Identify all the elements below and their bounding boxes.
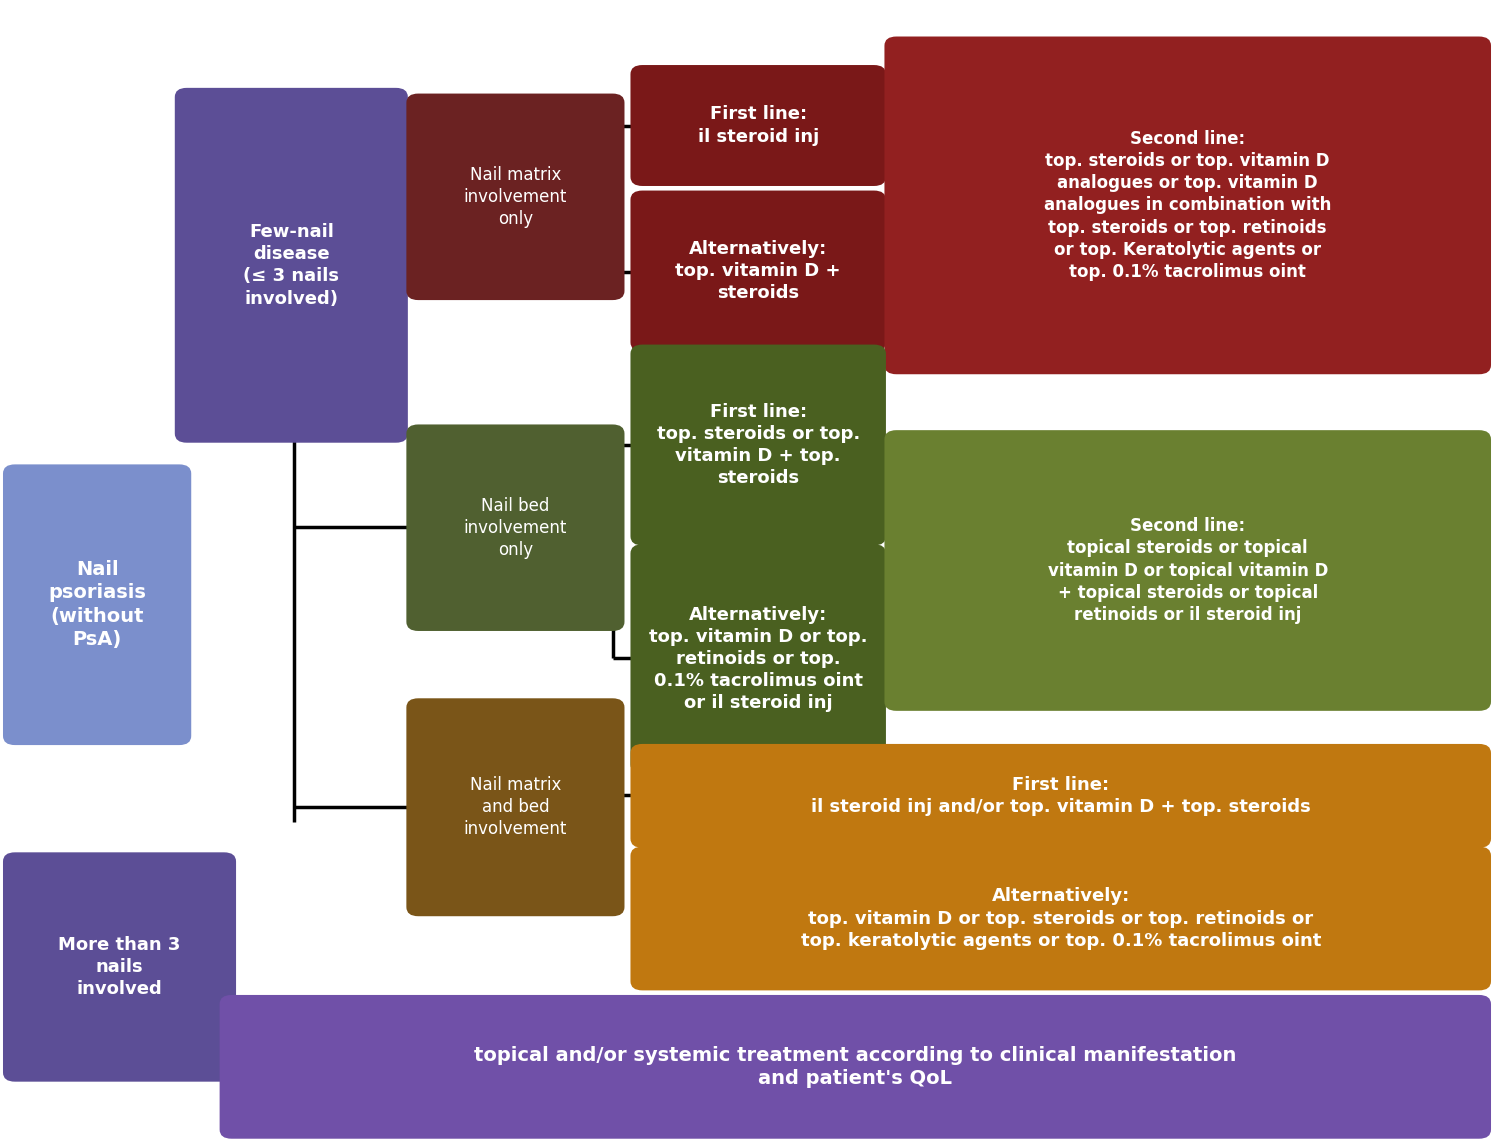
FancyBboxPatch shape xyxy=(630,847,1491,990)
FancyBboxPatch shape xyxy=(630,191,886,351)
FancyBboxPatch shape xyxy=(3,852,236,1082)
FancyBboxPatch shape xyxy=(884,430,1491,711)
Text: More than 3
nails
involved: More than 3 nails involved xyxy=(58,936,181,998)
FancyBboxPatch shape xyxy=(406,698,624,916)
FancyBboxPatch shape xyxy=(3,464,191,745)
Text: Second line:
top. steroids or top. vitamin D
analogues or top. vitamin D
analogu: Second line: top. steroids or top. vitam… xyxy=(1044,130,1331,281)
FancyBboxPatch shape xyxy=(630,65,886,186)
FancyBboxPatch shape xyxy=(406,424,624,631)
FancyBboxPatch shape xyxy=(220,995,1491,1139)
Text: Alternatively:
top. vitamin D or top.
retinoids or top.
0.1% tacrolimus oint
or : Alternatively: top. vitamin D or top. re… xyxy=(648,606,868,712)
Text: Nail matrix
and bed
involvement: Nail matrix and bed involvement xyxy=(463,776,568,839)
Text: First line:
il steroid inj: First line: il steroid inj xyxy=(698,105,819,146)
Text: Nail matrix
involvement
only: Nail matrix involvement only xyxy=(463,165,568,228)
Text: Second line:
topical steroids or topical
vitamin D or topical vitamin D
+ topica: Second line: topical steroids or topical… xyxy=(1047,517,1328,624)
Text: First line:
top. steroids or top.
vitamin D + top.
steroids: First line: top. steroids or top. vitami… xyxy=(656,403,861,487)
FancyBboxPatch shape xyxy=(406,94,624,300)
Text: First line:
il steroid inj and/or top. vitamin D + top. steroids: First line: il steroid inj and/or top. v… xyxy=(811,776,1310,816)
FancyBboxPatch shape xyxy=(175,88,408,443)
FancyBboxPatch shape xyxy=(884,37,1491,374)
Text: Nail bed
involvement
only: Nail bed involvement only xyxy=(463,496,568,559)
Text: topical and/or systemic treatment according to clinical manifestation
and patien: topical and/or systemic treatment accord… xyxy=(474,1045,1237,1089)
Text: Alternatively:
top. vitamin D or top. steroids or top. retinoids or
top. keratol: Alternatively: top. vitamin D or top. st… xyxy=(801,888,1321,949)
Text: Alternatively:
top. vitamin D +
steroids: Alternatively: top. vitamin D + steroids xyxy=(675,240,841,302)
FancyBboxPatch shape xyxy=(630,544,886,774)
Text: Few-nail
disease
(≤ 3 nails
involved): Few-nail disease (≤ 3 nails involved) xyxy=(244,222,339,308)
Text: Nail
psoriasis
(without
PsA): Nail psoriasis (without PsA) xyxy=(48,560,146,649)
FancyBboxPatch shape xyxy=(630,345,886,545)
FancyBboxPatch shape xyxy=(630,744,1491,848)
